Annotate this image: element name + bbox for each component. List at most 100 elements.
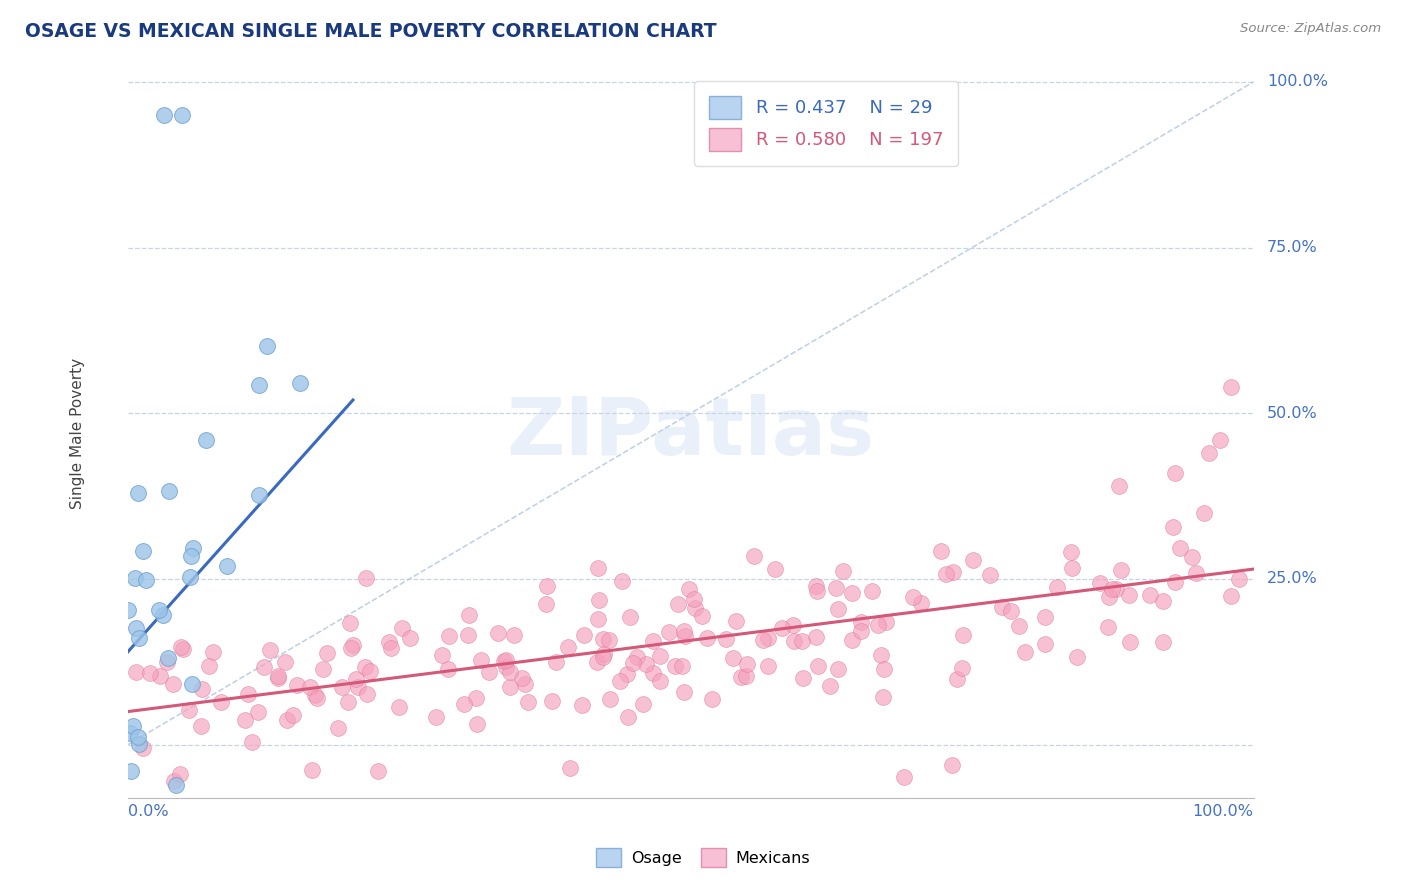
Point xyxy=(118,726,141,740)
Point xyxy=(586,612,609,626)
Point xyxy=(1198,446,1220,460)
Point xyxy=(875,615,897,629)
Point xyxy=(117,602,139,616)
Point xyxy=(458,607,481,622)
Point xyxy=(735,657,758,672)
Point xyxy=(806,579,828,593)
Point xyxy=(125,665,148,680)
Point xyxy=(792,634,814,648)
Point xyxy=(962,553,984,567)
Point xyxy=(683,600,706,615)
Point xyxy=(952,628,974,642)
Text: ZIPatlas: ZIPatlas xyxy=(506,394,875,472)
Point xyxy=(342,639,364,653)
Point xyxy=(742,549,765,564)
Point xyxy=(692,608,714,623)
Point xyxy=(873,662,896,676)
Point xyxy=(643,633,665,648)
Point xyxy=(730,670,752,684)
Point xyxy=(571,698,593,712)
Point xyxy=(619,609,641,624)
Point xyxy=(849,615,872,629)
Point xyxy=(1097,619,1119,633)
Point xyxy=(127,730,149,744)
Point xyxy=(124,621,146,635)
Point xyxy=(425,710,447,724)
Point xyxy=(1164,466,1187,480)
Point xyxy=(609,674,631,689)
Point xyxy=(1033,610,1056,624)
Point xyxy=(1161,520,1184,534)
Point xyxy=(872,690,894,705)
Point xyxy=(240,735,263,749)
Point xyxy=(735,669,758,683)
Point xyxy=(1153,635,1175,649)
Point xyxy=(1153,594,1175,608)
Point xyxy=(1105,582,1128,596)
Point xyxy=(910,596,932,610)
Point xyxy=(344,672,367,686)
Point xyxy=(163,774,186,789)
Point xyxy=(391,621,413,635)
Point xyxy=(634,657,657,672)
Point xyxy=(179,570,201,584)
Point xyxy=(869,648,891,663)
Point xyxy=(1209,433,1232,447)
Point xyxy=(307,690,329,705)
Point xyxy=(534,597,557,611)
Point xyxy=(1066,649,1088,664)
Point xyxy=(818,679,841,693)
Point xyxy=(990,600,1012,615)
Point xyxy=(626,649,648,664)
Point xyxy=(866,618,889,632)
Point xyxy=(946,673,969,687)
Point xyxy=(683,591,706,606)
Point xyxy=(832,564,855,578)
Point xyxy=(132,544,155,558)
Point xyxy=(288,376,311,391)
Point xyxy=(156,655,179,669)
Point xyxy=(437,629,460,643)
Point xyxy=(339,615,361,630)
Text: 0.0%: 0.0% xyxy=(128,805,169,820)
Point xyxy=(941,566,963,580)
Point xyxy=(586,560,609,574)
Point xyxy=(700,691,723,706)
Point xyxy=(128,631,150,645)
Point xyxy=(929,543,952,558)
Point xyxy=(132,741,155,756)
Legend: R = 0.437    N = 29, R = 0.580    N = 197: R = 0.437 N = 29, R = 0.580 N = 197 xyxy=(695,81,957,166)
Point xyxy=(315,646,337,660)
Point xyxy=(330,680,353,694)
Point xyxy=(478,665,501,679)
Point xyxy=(1108,479,1130,493)
Point xyxy=(901,590,924,604)
Point xyxy=(1059,544,1081,558)
Point xyxy=(540,694,562,708)
Point xyxy=(1097,590,1119,604)
Point xyxy=(827,602,849,616)
Point xyxy=(515,676,537,690)
Point xyxy=(592,650,614,665)
Point xyxy=(658,625,681,640)
Point xyxy=(127,486,149,500)
Point xyxy=(616,667,638,681)
Point xyxy=(301,763,323,777)
Point xyxy=(354,660,377,674)
Point xyxy=(177,703,200,717)
Point xyxy=(128,737,150,751)
Point xyxy=(377,635,399,649)
Point xyxy=(181,541,204,555)
Point xyxy=(253,659,276,673)
Point xyxy=(893,770,915,784)
Point xyxy=(807,659,830,673)
Point xyxy=(247,378,270,392)
Point xyxy=(217,559,239,574)
Point xyxy=(1181,549,1204,564)
Point xyxy=(153,108,176,122)
Point xyxy=(367,764,389,779)
Text: 100.0%: 100.0% xyxy=(1267,74,1329,89)
Point xyxy=(1007,618,1029,632)
Point xyxy=(770,621,793,635)
Point xyxy=(806,630,828,644)
